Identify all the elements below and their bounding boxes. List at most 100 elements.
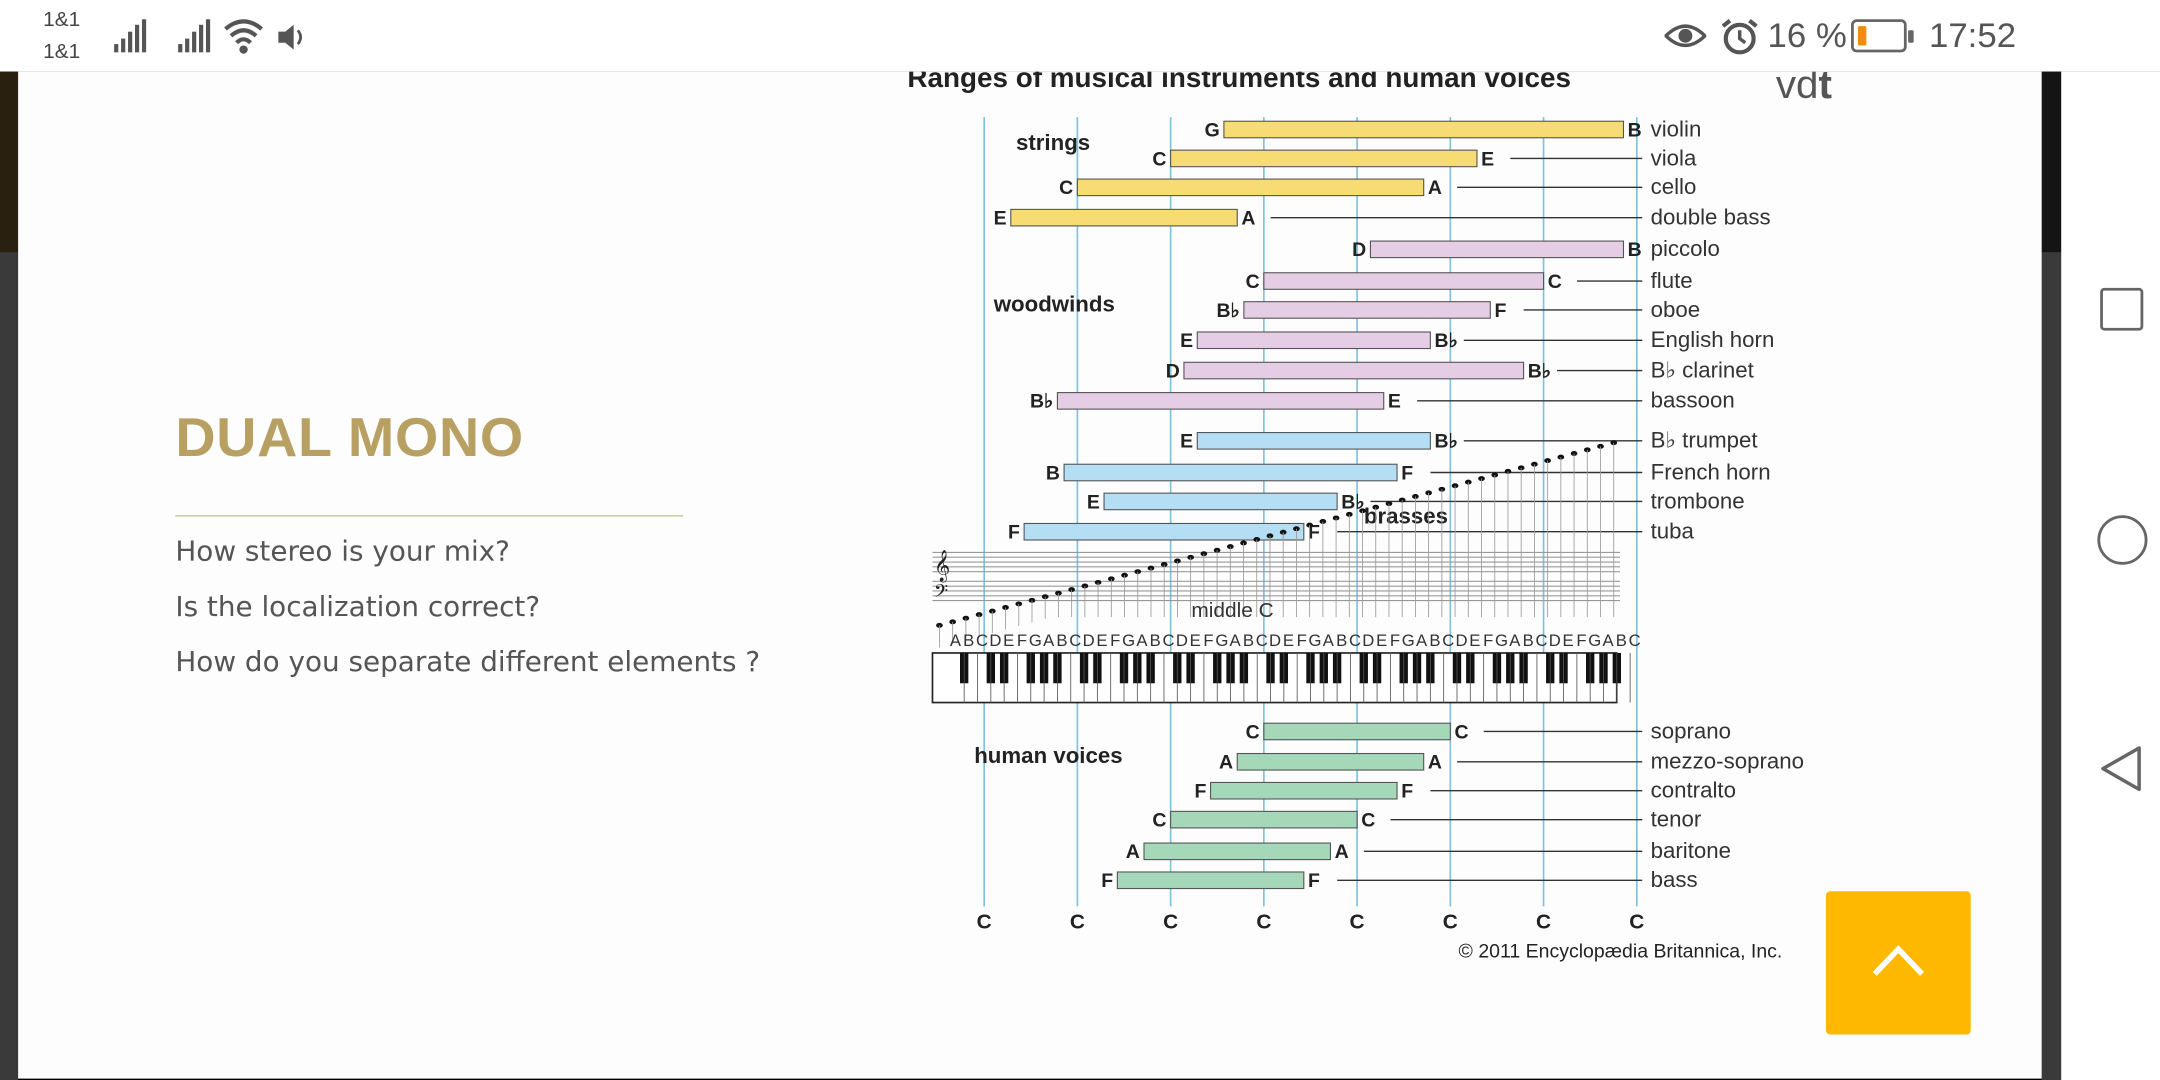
range-low-note: C [1246,721,1260,743]
key-letter: C [1442,631,1454,650]
key-letter: E [1003,631,1014,650]
key-letter: C [1535,631,1547,650]
recent-apps-button[interactable] [2100,287,2144,331]
key-letter: A [1230,631,1242,650]
key-letter: F [1390,631,1400,650]
range-low-note: B [1046,462,1060,484]
range-high-note: C [1548,271,1562,293]
key-letter: A [1323,631,1335,650]
range-bar [1223,120,1625,139]
alarm-icon [1721,19,1758,55]
slide-edge [0,71,19,253]
key-letter: A [1043,631,1055,650]
key-letter: C [1349,631,1361,650]
key-letter: E [1096,631,1107,650]
logo-text-bold: t [1818,71,1832,108]
range-bar [1243,301,1491,319]
c-axis-label: C [1443,911,1458,934]
key-letter: A [1416,631,1428,650]
instrument-label: contralto [1651,778,1736,803]
key-letter: G [1588,631,1601,650]
key-letter: D [1269,631,1281,650]
range-bar [1236,752,1425,771]
key-letter: D [1456,631,1468,650]
brand-logo: vdt [1776,72,1832,109]
carrier-label: 1&1 [43,39,81,64]
range-bar [1210,781,1398,800]
key-letter: C [976,631,988,650]
logo-text: vd [1775,71,1819,108]
key-letter: C [1069,631,1081,650]
key-letter: E [1376,631,1387,650]
range-high-note: A [1241,208,1255,230]
c-axis-label: C [1629,911,1644,934]
key-letter: C [1629,631,1641,650]
instrument-label: mezzo-soprano [1651,749,1804,774]
range-bar [1076,178,1425,197]
key-letter: B [1429,631,1440,650]
range-bar [1056,392,1385,410]
instrument-label: bass [1651,867,1698,892]
range-bar [1263,272,1545,290]
bass-clef-icon: 𝄢 [934,581,948,607]
c-axis-label: C [1163,911,1178,934]
range-bar [1010,208,1238,227]
key-letter: B [963,631,974,650]
slide-edge [2041,71,2062,253]
key-letter: B [1616,631,1627,650]
key-letter: D [1362,631,1374,650]
range-high-note: F [1401,781,1413,803]
instrument-label: baritone [1651,838,1731,863]
c-axis-label: C [1350,911,1365,934]
instrument-label: viola [1651,145,1697,170]
range-bar [1143,842,1332,861]
wifi-icon [224,19,263,54]
key-letter: D [1549,631,1561,650]
figure-credit: © 2011 Encyclopædia Britannica, Inc. [1458,939,1783,962]
range-low-note: C [1059,177,1073,199]
instrument-label: oboe [1651,297,1701,322]
key-letter: B [1150,631,1161,650]
key-letter: A [950,631,962,650]
instrument-label: violin [1651,116,1702,141]
range-low-note: F [1101,870,1113,892]
range-high-note: B♭ [1435,431,1458,453]
range-low-note: A [1219,752,1233,774]
range-low-note: D [1352,239,1366,261]
range-low-note: C [1246,271,1260,293]
instrument-label: bassoon [1651,388,1735,413]
instrument-label: double bass [1651,205,1771,230]
carrier-label: 1&1 [43,8,81,32]
key-letter: F [1576,631,1586,650]
range-bar [1023,522,1305,541]
range-bar [1063,463,1398,482]
range-high-note: E [1388,391,1401,413]
instrument-label: French horn [1651,459,1771,484]
key-letter: C [1163,631,1175,650]
key-letter: D [1176,631,1188,650]
range-high-note: B [1628,239,1642,261]
key-letter: E [1190,631,1201,650]
range-bar [1116,871,1305,890]
home-button[interactable] [2097,515,2148,565]
clock: 17:52 [1928,16,2017,56]
key-letter: G [1402,631,1415,650]
range-low-note: D [1166,361,1180,383]
range-high-note: A [1428,752,1442,774]
back-button[interactable] [2097,744,2144,794]
range-high-note: C [1361,810,1375,832]
key-letter: G [1215,631,1228,650]
battery-icon [1851,19,1914,53]
range-high-note: B♭ [1341,491,1364,513]
range-bar [1170,810,1358,829]
range-low-note: B♭ [1030,391,1053,413]
key-letter: B [1336,631,1347,650]
range-high-note: A [1335,841,1349,863]
slide-title: DUAL MONO [175,407,524,469]
range-bar [1170,149,1478,168]
range-bar [1196,331,1431,350]
instrument-label: English horn [1651,327,1775,352]
scroll-to-top-button[interactable] [1825,891,1971,1035]
key-letter: F [1017,631,1027,650]
